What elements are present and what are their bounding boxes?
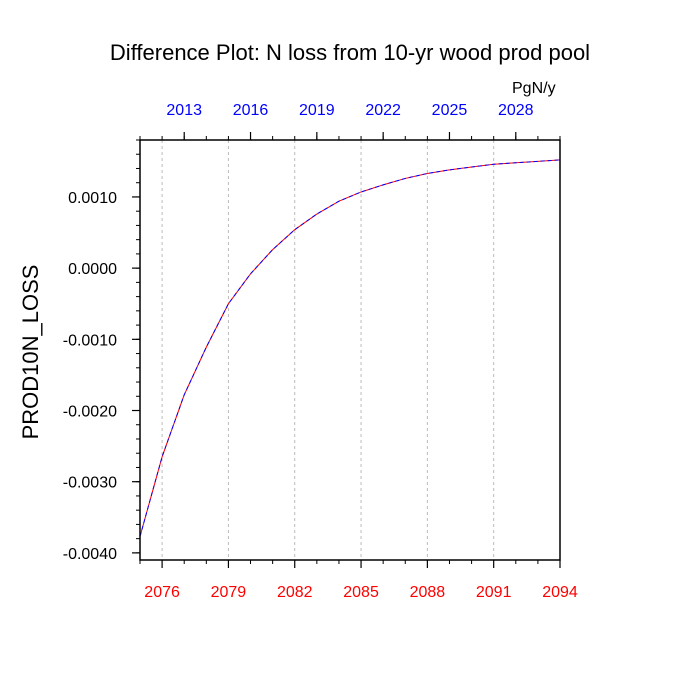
x-tick-label: 2079 — [211, 584, 247, 601]
label-layer: 2076 2079 2082 2085 2088 2091 2094 2013 2016 2019… — [63, 102, 578, 601]
top-x-tick-label: 2016 — [233, 102, 269, 119]
top-x-tick-label: 2028 — [498, 102, 534, 119]
x-tick-label: 2094 — [542, 584, 578, 601]
y-tick-label: 0.0010 — [68, 190, 117, 207]
y-tick-label: -0.0030 — [63, 475, 117, 492]
series-line-2 — [139, 159, 561, 537]
series-line-1 — [139, 159, 561, 537]
plot-frame — [139, 139, 561, 561]
y-tick-label: 0.0000 — [68, 261, 117, 278]
x-tick-label: 2085 — [343, 584, 379, 601]
chart-title: Difference Plot: N loss from 10-yr wood … — [109, 40, 591, 65]
top-x-tick-label: 2022 — [365, 102, 401, 119]
series-layer — [139, 159, 561, 537]
top-x-tick-label: 2013 — [166, 102, 202, 119]
x-tick-label: 2091 — [476, 584, 512, 601]
y-tick-label: -0.0040 — [63, 546, 117, 563]
grid-layer — [161, 140, 495, 560]
y-tick-label: -0.0010 — [63, 332, 117, 349]
x-tick-label: 2082 — [277, 584, 313, 601]
y-tick-label: -0.0020 — [63, 404, 117, 421]
top-x-tick-label: 2019 — [299, 102, 335, 119]
top-x-tick-label: 2025 — [432, 102, 468, 119]
x-tick-label: 2076 — [144, 584, 180, 601]
units-label: PgN/y — [512, 80, 556, 97]
tick-layer — [132, 132, 561, 568]
x-tick-label: 2088 — [410, 584, 446, 601]
